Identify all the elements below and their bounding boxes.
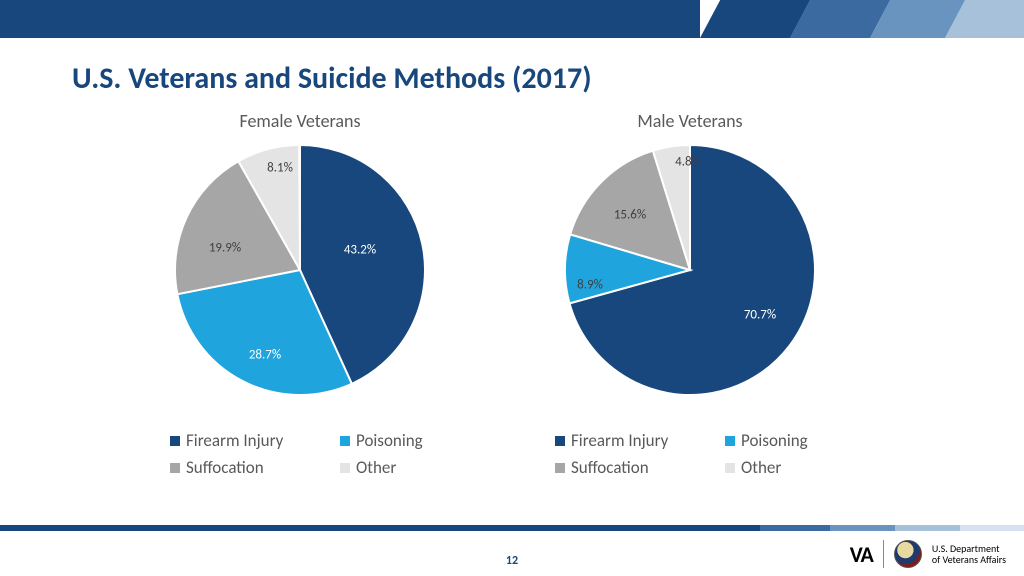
legend-label: Poisoning [356, 430, 423, 451]
legend-label: Poisoning [741, 430, 808, 451]
footer-dept-text: U.S. Department of Veterans Affairs [932, 543, 1006, 565]
pie-label-female-other: 8.1% [267, 161, 293, 176]
legend-label: Other [356, 457, 396, 478]
pie-label-female-firearm-injury: 43.2% [344, 243, 376, 258]
bottom-divider-bar [0, 525, 1024, 531]
legend-male: Firearm Injury Poisoning Suffocation Other [555, 430, 895, 484]
legend-swatch [555, 436, 565, 446]
legend-label: Firearm Injury [186, 430, 283, 451]
chart-male: Male Veterans 70.7% 8.9% 15.6% 4.8% [560, 110, 820, 400]
top-band-solid [0, 0, 700, 38]
footer-divider [883, 540, 884, 568]
legend-label: Suffocation [186, 457, 264, 478]
legend-item-female-suffocation: Suffocation [170, 457, 340, 478]
chart-title-female: Female Veterans [239, 110, 360, 132]
legend-swatch [170, 436, 180, 446]
pie-label-male-other: 4.8% [675, 155, 701, 170]
bottom-bar-seg-0 [0, 525, 760, 531]
chart-title-male: Male Veterans [637, 110, 742, 132]
legend-female: Firearm Injury Poisoning Suffocation Other [170, 430, 510, 484]
footer-dept-line2: of Veterans Affairs [932, 554, 1006, 565]
bottom-bar-seg-3 [895, 525, 960, 531]
va-wordmark: VA [850, 541, 873, 568]
pie-label-male-firearm-injury: 70.7% [744, 308, 776, 323]
legend-swatch [725, 436, 735, 446]
legend-item-male-poisoning: Poisoning [725, 430, 895, 451]
legend-swatch [340, 436, 350, 446]
pie-label-female-poisoning: 28.7% [249, 348, 281, 363]
slide-title: U.S. Veterans and Suicide Methods (2017) [72, 60, 592, 97]
legend-item-male-firearm-injury: Firearm Injury [555, 430, 725, 451]
bottom-bar-seg-2 [830, 525, 895, 531]
legend-item-female-other: Other [340, 457, 510, 478]
legend-label: Firearm Injury [571, 430, 668, 451]
pie-label-male-suffocation: 15.6% [614, 208, 646, 223]
va-seal-icon [894, 540, 922, 568]
bottom-bar-seg-1 [760, 525, 830, 531]
bottom-bar-seg-4 [960, 525, 1024, 531]
legend-label: Suffocation [571, 457, 649, 478]
chart-female: Female Veterans 43.2% 28.7% 19.9% 8.1% [170, 110, 430, 400]
legend-swatch [555, 463, 565, 473]
legend-item-female-firearm-injury: Firearm Injury [170, 430, 340, 451]
legend-label: Other [741, 457, 781, 478]
legend-swatch [725, 463, 735, 473]
pie-male: 70.7% 8.9% 15.6% 4.8% [560, 140, 820, 400]
legend-item-male-other: Other [725, 457, 895, 478]
pie-label-male-poisoning: 8.9% [577, 278, 603, 293]
pie-label-female-suffocation: 19.9% [209, 241, 241, 256]
top-band [0, 0, 1024, 38]
pie-female: 43.2% 28.7% 19.9% 8.1% [170, 140, 430, 400]
slide: U.S. Veterans and Suicide Methods (2017)… [0, 0, 1024, 576]
legend-swatch [170, 463, 180, 473]
footer-logo-group: VA U.S. Department of Veterans Affairs [850, 540, 1006, 568]
legend-item-male-suffocation: Suffocation [555, 457, 725, 478]
legend-swatch [340, 463, 350, 473]
legend-item-female-poisoning: Poisoning [340, 430, 510, 451]
